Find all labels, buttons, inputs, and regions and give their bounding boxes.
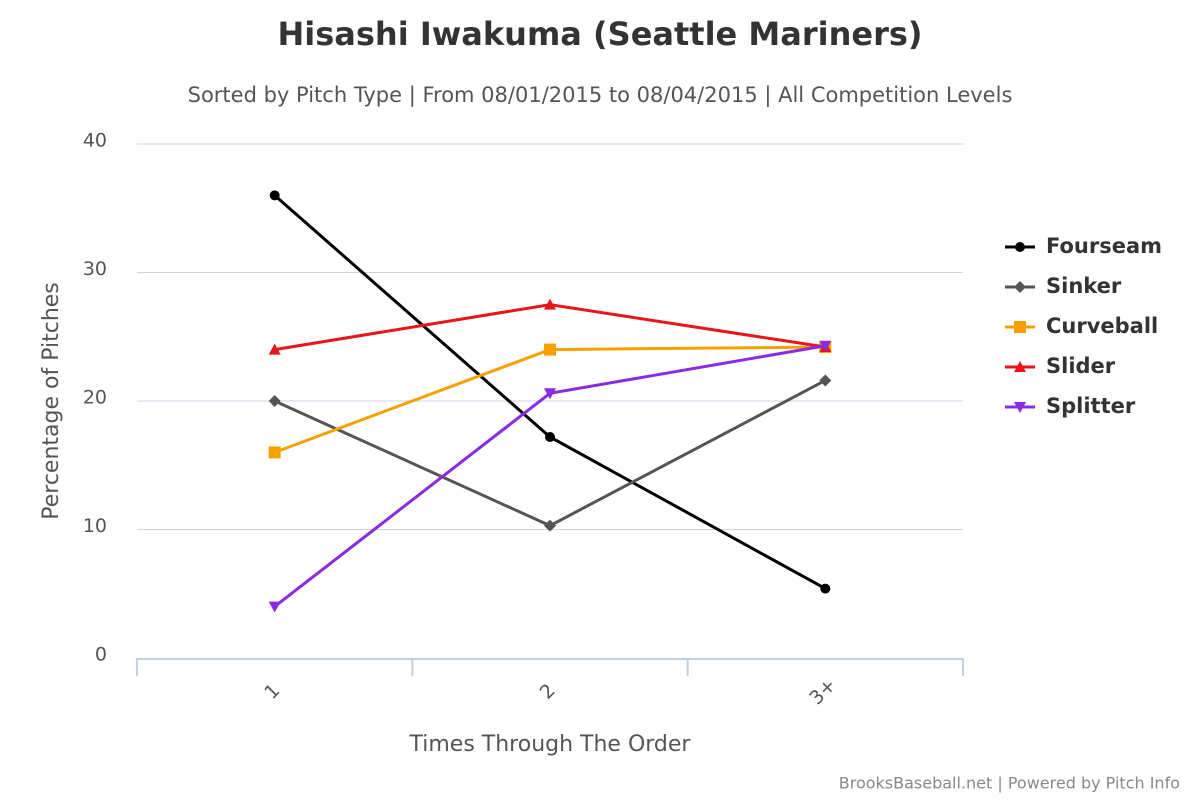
legend-label: Splitter	[1046, 394, 1136, 418]
data-point	[269, 190, 280, 201]
chart-title: Hisashi Iwakuma (Seattle Mariners)	[277, 15, 922, 53]
legend-marker	[1014, 281, 1026, 293]
credit: BrooksBaseball.net | Powered by Pitch In…	[839, 774, 1180, 793]
data-point	[544, 519, 556, 532]
y-tick-label: 20	[83, 387, 107, 409]
chart-subtitle: Sorted by Pitch Type | From 08/01/2015 t…	[188, 83, 1013, 108]
data-point	[819, 374, 832, 387]
x-tick-label: 2	[536, 680, 560, 704]
legend-marker	[1015, 242, 1025, 252]
x-tick-label: 3+	[805, 674, 840, 709]
y-tick-label: 30	[83, 258, 107, 280]
legend-marker	[1014, 361, 1026, 372]
data-point	[544, 298, 556, 310]
legend-label: Fourseam	[1046, 234, 1162, 258]
data-point	[544, 388, 556, 400]
y-tick-label: 40	[83, 130, 107, 152]
legend-marker	[1014, 321, 1026, 333]
y-tick-label: 10	[83, 515, 107, 537]
x-axis-title: Times Through The Order	[409, 732, 692, 757]
legend-marker	[1014, 402, 1026, 413]
data-point	[819, 340, 832, 352]
data-point	[268, 601, 281, 613]
data-point	[268, 446, 281, 459]
legend-label: Curveball	[1046, 314, 1158, 338]
data-point	[544, 343, 556, 356]
data-point	[820, 583, 831, 594]
series-line	[274, 303, 826, 352]
y-tick-label: 0	[95, 644, 107, 666]
series-line	[274, 379, 827, 528]
x-tick-label: 1	[260, 680, 284, 704]
legend-label: Sinker	[1046, 274, 1122, 298]
data-point	[268, 395, 281, 407]
data-point	[268, 343, 281, 355]
data-point	[545, 431, 555, 442]
legend-label: Slider	[1046, 354, 1116, 378]
y-axis-title: Percentage of Pitches	[39, 282, 64, 520]
series-line	[273, 344, 826, 608]
